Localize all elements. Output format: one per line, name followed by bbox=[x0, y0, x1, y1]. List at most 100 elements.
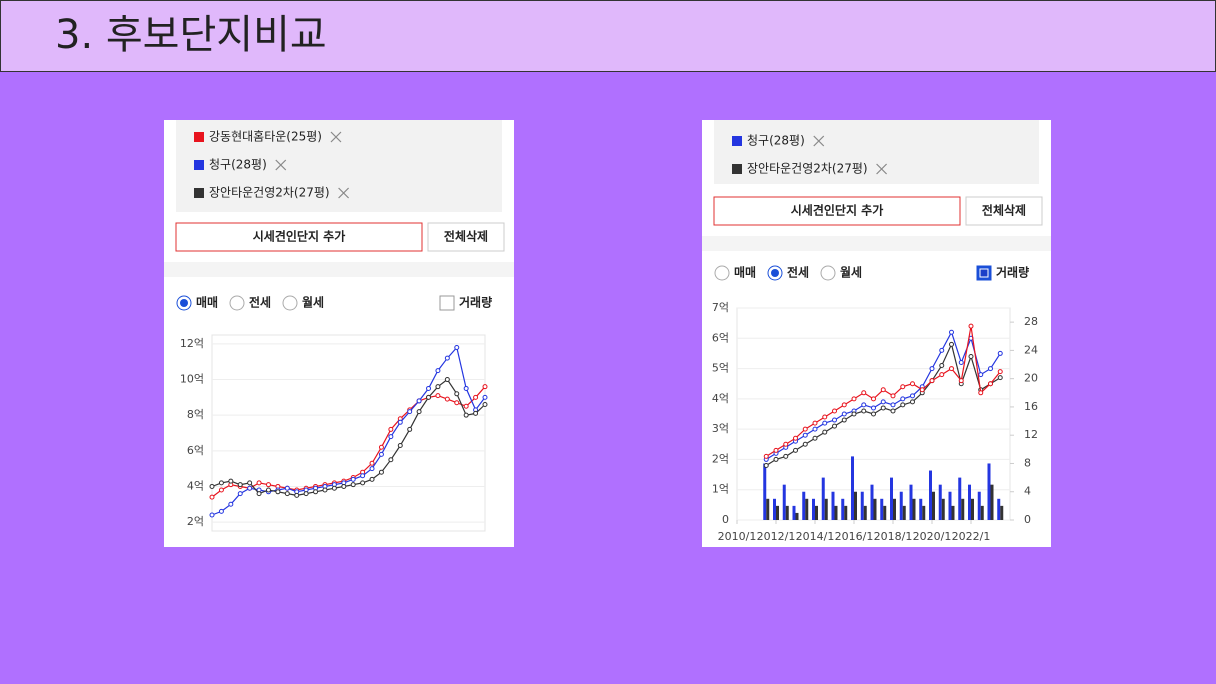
legend-label: 청구(28평) bbox=[747, 134, 805, 148]
price-point bbox=[426, 385, 432, 391]
volume-bar bbox=[997, 498, 1001, 520]
price-point bbox=[822, 429, 828, 435]
radio[interactable] bbox=[229, 295, 245, 311]
price-point bbox=[763, 453, 769, 459]
price-point bbox=[763, 462, 769, 468]
separator bbox=[164, 262, 514, 277]
add-button-label: 시세견인단지 추가 bbox=[791, 203, 884, 218]
radio-label: 매매 bbox=[196, 295, 218, 310]
volume-bar bbox=[938, 484, 942, 520]
price-point bbox=[939, 347, 945, 353]
checkbox-inner bbox=[979, 268, 989, 278]
price-point bbox=[919, 387, 925, 393]
price-point bbox=[256, 491, 262, 497]
remove-icon[interactable] bbox=[330, 131, 342, 143]
price-point bbox=[444, 377, 450, 383]
price-point bbox=[454, 391, 460, 397]
price-point bbox=[871, 405, 876, 411]
legend-label: 청구(28평) bbox=[209, 158, 267, 172]
volume-bar bbox=[919, 498, 923, 520]
price-point bbox=[793, 435, 798, 441]
price-point bbox=[247, 480, 253, 486]
radio[interactable] bbox=[282, 295, 298, 311]
checkbox[interactable] bbox=[439, 295, 455, 311]
price-point bbox=[851, 396, 857, 402]
delete-all-button[interactable] bbox=[427, 222, 505, 252]
price-point bbox=[454, 400, 460, 406]
volume-bar bbox=[815, 505, 818, 520]
y-tick-label: 1억 bbox=[712, 483, 729, 496]
volume-bar bbox=[812, 498, 815, 520]
plot-frame bbox=[211, 334, 486, 532]
volume-bar bbox=[841, 498, 845, 520]
price-point bbox=[360, 473, 366, 479]
price-point bbox=[890, 402, 896, 408]
separator bbox=[702, 236, 1051, 251]
legend-box bbox=[176, 120, 502, 212]
price-point bbox=[209, 483, 215, 489]
volume-bar bbox=[958, 477, 962, 520]
delete-all-button[interactable] bbox=[965, 196, 1043, 226]
y-tick-label: 8억 bbox=[187, 408, 204, 421]
y-tick-label: 10억 bbox=[180, 373, 204, 386]
price-point bbox=[350, 476, 356, 482]
volume-bar bbox=[929, 470, 932, 520]
radio-dot bbox=[180, 299, 188, 307]
title-band bbox=[0, 0, 1216, 72]
legend-swatch bbox=[194, 188, 204, 198]
price-point bbox=[218, 480, 224, 486]
price-point bbox=[861, 408, 867, 414]
x-tick-label: 2018/1 bbox=[874, 530, 913, 543]
price-point bbox=[822, 420, 828, 426]
price-point bbox=[247, 485, 253, 491]
price-point bbox=[802, 441, 808, 447]
price-point bbox=[378, 444, 384, 450]
price-point bbox=[388, 426, 394, 432]
volume-bar bbox=[776, 505, 779, 520]
price-point bbox=[444, 396, 450, 402]
volume-bar bbox=[990, 484, 994, 520]
volume-bar bbox=[870, 484, 874, 520]
price-point bbox=[369, 466, 375, 472]
price-point bbox=[988, 381, 993, 387]
volume-bar bbox=[792, 505, 796, 520]
price-point bbox=[880, 399, 886, 405]
y2-tick-label: 12 bbox=[1024, 428, 1038, 441]
volume-bar bbox=[902, 505, 906, 520]
price-point bbox=[360, 480, 366, 486]
price-point bbox=[832, 423, 837, 429]
price-point bbox=[988, 366, 993, 372]
radio-label: 전세 bbox=[787, 265, 809, 280]
delete-all-label: 전체삭제 bbox=[982, 203, 1026, 218]
radio[interactable] bbox=[820, 265, 836, 281]
add-button[interactable] bbox=[713, 196, 961, 226]
volume-bar bbox=[766, 498, 770, 520]
price-point bbox=[237, 482, 243, 488]
volume-bar bbox=[773, 498, 776, 520]
legend-swatch bbox=[732, 164, 742, 174]
volume-bar bbox=[977, 491, 981, 520]
price-point bbox=[218, 508, 224, 514]
remove-icon[interactable] bbox=[876, 163, 888, 175]
remove-icon[interactable] bbox=[275, 159, 287, 171]
panel bbox=[702, 120, 1051, 547]
price-point bbox=[341, 483, 347, 489]
price-point bbox=[900, 396, 906, 402]
y-tick-label: 4억 bbox=[187, 479, 204, 492]
x-tick-label: 2022/1 bbox=[952, 530, 991, 543]
price-point bbox=[350, 482, 356, 488]
add-button[interactable] bbox=[175, 222, 423, 252]
remove-icon[interactable] bbox=[338, 187, 350, 199]
price-point bbox=[880, 405, 886, 411]
price-point bbox=[978, 390, 984, 396]
price-point bbox=[265, 487, 271, 493]
remove-icon[interactable] bbox=[813, 135, 825, 147]
price-point bbox=[209, 512, 215, 518]
radio[interactable] bbox=[714, 265, 730, 281]
price-point bbox=[228, 478, 234, 484]
price-point bbox=[822, 414, 828, 420]
volume-bar bbox=[805, 498, 809, 520]
volume-bar bbox=[1000, 505, 1004, 520]
volume-bar bbox=[782, 484, 786, 520]
